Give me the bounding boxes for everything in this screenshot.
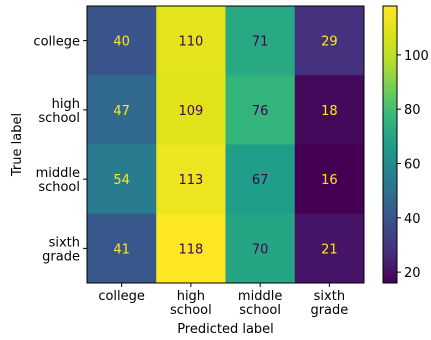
heatmap-cell [156, 213, 226, 284]
y-tick-label: sixth [49, 235, 80, 250]
x-tick-label: college [98, 289, 145, 304]
x-tick-label: high [177, 289, 205, 304]
heatmap-cell [87, 6, 157, 76]
cell-value-labels: 40 110 71 29 47 109 76 18 54 113 67 16 41 118 70 21 [113, 35, 337, 258]
heatmap-cell [87, 213, 157, 284]
heatmap-cell [156, 6, 226, 76]
x-tick-label: school [170, 303, 212, 318]
cell-value-label: 109 [178, 104, 203, 119]
cell-value-label: 47 [113, 104, 130, 119]
heatmap-cell [225, 144, 296, 215]
heatmap-cell [294, 144, 365, 215]
colorbar-tick-label: 40 [404, 212, 421, 227]
cell-value-label: 70 [252, 242, 269, 257]
colorbar-tick-label: 80 [404, 103, 421, 118]
heatmap-cell [87, 144, 157, 215]
cell-value-label: 118 [178, 242, 203, 257]
heatmap-cell [294, 6, 365, 76]
cell-value-label: 29 [321, 35, 338, 50]
heatmap-cell [87, 75, 157, 145]
colorbar-ticks: 20 40 60 80 100 [397, 49, 429, 281]
x-tick-label: sixth [314, 289, 345, 304]
cell-value-label: 41 [113, 242, 130, 257]
heatmap-cell [156, 144, 226, 215]
colorbar [382, 5, 398, 284]
cell-value-label: 76 [252, 104, 269, 119]
colorbar-tick-label: 100 [404, 49, 429, 64]
heatmap-cell [225, 75, 296, 145]
cell-value-label: 21 [321, 242, 338, 257]
cell-value-label: 16 [321, 173, 338, 188]
y-tick-label: grade [42, 249, 80, 264]
x-tick-label: middle [238, 289, 282, 304]
cell-value-label: 54 [113, 173, 130, 188]
cell-value-label: 67 [252, 173, 269, 188]
heatmap-cell [156, 75, 226, 145]
y-tick-label: high [52, 97, 80, 112]
y-tick-label: school [38, 111, 80, 126]
colorbar-tick-label: 20 [404, 266, 421, 281]
cell-value-label: 113 [178, 173, 203, 188]
plot-frame [86, 5, 365, 284]
x-tick-label: grade [310, 303, 348, 318]
colorbar-tick-label: 60 [404, 158, 421, 173]
y-tick-label: school [38, 180, 80, 195]
heatmap-cells [87, 6, 365, 284]
heatmap-cell [225, 213, 296, 284]
y-tick-label: middle [36, 166, 80, 181]
cell-value-label: 18 [321, 104, 338, 119]
heatmap-cell [294, 75, 365, 145]
cell-value-label: 71 [252, 35, 269, 50]
cell-value-label: 40 [113, 35, 130, 50]
heatmap-cell [225, 6, 296, 76]
y-tick-label: college [33, 35, 80, 50]
cell-value-label: 110 [178, 35, 203, 50]
heatmap-cell [294, 213, 365, 284]
y-axis-label: True label [10, 113, 25, 177]
x-tick-label: school [239, 303, 281, 318]
x-axis-label: Predicted label [177, 322, 274, 337]
